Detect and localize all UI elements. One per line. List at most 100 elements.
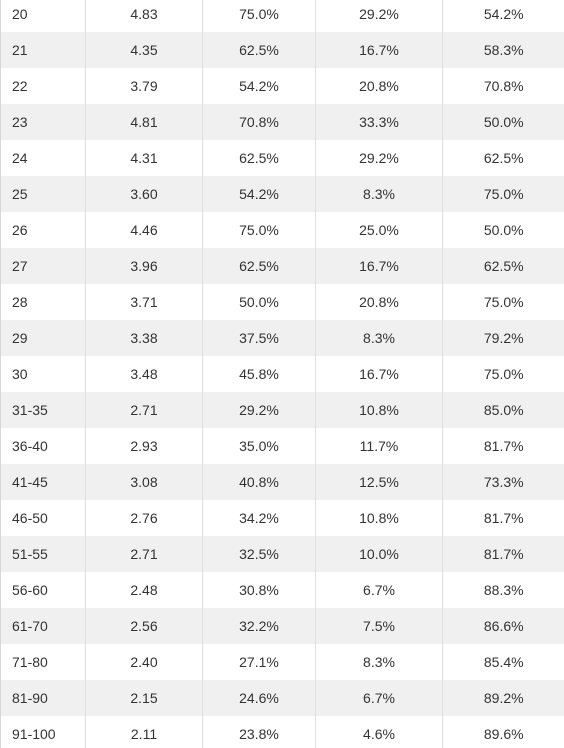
cell-col1: 2.48 xyxy=(85,572,203,608)
cell-col1: 2.93 xyxy=(85,428,203,464)
cell-col2: 75.0% xyxy=(202,212,316,248)
cell-col4: 50.0% xyxy=(442,212,564,248)
cell-col1: 4.81 xyxy=(85,104,203,140)
cell-col3: 12.5% xyxy=(315,464,443,500)
cell-col2: 35.0% xyxy=(202,428,316,464)
cell-col2: 50.0% xyxy=(202,284,316,320)
cell-col2: 54.2% xyxy=(202,68,316,104)
table-row: 51-55 2.71 32.5% 10.0% 81.7% xyxy=(0,536,564,572)
cell-col1: 2.11 xyxy=(85,716,203,748)
cell-col3: 20.8% xyxy=(315,68,443,104)
cell-col4: 50.0% xyxy=(442,104,564,140)
cell-col3: 11.7% xyxy=(315,428,443,464)
cell-col4: 75.0% xyxy=(442,176,564,212)
cell-col4: 58.3% xyxy=(442,32,564,68)
cell-col3: 7.5% xyxy=(315,608,443,644)
cell-col4: 62.5% xyxy=(442,140,564,176)
cell-col3: 29.2% xyxy=(315,0,443,32)
cell-label: 31-35 xyxy=(0,392,86,428)
cell-label: 81-90 xyxy=(0,680,86,716)
cell-col1: 3.48 xyxy=(85,356,203,392)
cell-col1: 3.96 xyxy=(85,248,203,284)
cell-label: 61-70 xyxy=(0,608,86,644)
cell-col2: 29.2% xyxy=(202,392,316,428)
cell-col3: 10.8% xyxy=(315,500,443,536)
cell-col3: 10.8% xyxy=(315,392,443,428)
table-row: 36-40 2.93 35.0% 11.7% 81.7% xyxy=(0,428,564,464)
cell-col1: 2.56 xyxy=(85,608,203,644)
table-row: 56-60 2.48 30.8% 6.7% 88.3% xyxy=(0,572,564,608)
cell-col3: 6.7% xyxy=(315,572,443,608)
cell-label: 28 xyxy=(0,284,86,320)
cell-col2: 24.6% xyxy=(202,680,316,716)
cell-col2: 23.8% xyxy=(202,716,316,748)
cell-col2: 75.0% xyxy=(202,0,316,32)
cell-col1: 3.79 xyxy=(85,68,203,104)
cell-col1: 3.08 xyxy=(85,464,203,500)
cell-label: 23 xyxy=(0,104,86,140)
table-row: 20 4.83 75.0% 29.2% 54.2% xyxy=(0,0,564,32)
cell-col3: 20.8% xyxy=(315,284,443,320)
cell-label: 20 xyxy=(0,0,86,32)
cell-col4: 89.6% xyxy=(442,716,564,748)
cell-label: 56-60 xyxy=(0,572,86,608)
cell-col3: 6.7% xyxy=(315,680,443,716)
cell-col4: 75.0% xyxy=(442,284,564,320)
cell-label: 26 xyxy=(0,212,86,248)
table-row: 81-90 2.15 24.6% 6.7% 89.2% xyxy=(0,680,564,716)
cell-label: 30 xyxy=(0,356,86,392)
cell-label: 29 xyxy=(0,320,86,356)
table-row: 91-100 2.11 23.8% 4.6% 89.6% xyxy=(0,716,564,748)
cell-label: 41-45 xyxy=(0,464,86,500)
table-row: 31-35 2.71 29.2% 10.8% 85.0% xyxy=(0,392,564,428)
cell-col3: 8.3% xyxy=(315,320,443,356)
cell-col2: 27.1% xyxy=(202,644,316,680)
table-row: 30 3.48 45.8% 16.7% 75.0% xyxy=(0,356,564,392)
cell-col1: 2.76 xyxy=(85,500,203,536)
cell-col4: 85.0% xyxy=(442,392,564,428)
cell-col2: 62.5% xyxy=(202,140,316,176)
cell-col3: 16.7% xyxy=(315,32,443,68)
cell-col2: 32.5% xyxy=(202,536,316,572)
cell-col3: 16.7% xyxy=(315,356,443,392)
cell-col4: 81.7% xyxy=(442,428,564,464)
cell-label: 46-50 xyxy=(0,500,86,536)
cell-col4: 86.6% xyxy=(442,608,564,644)
cell-col4: 70.8% xyxy=(442,68,564,104)
cell-col4: 81.7% xyxy=(442,500,564,536)
cell-col3: 25.0% xyxy=(315,212,443,248)
cell-label: 21 xyxy=(0,32,86,68)
cell-col4: 73.3% xyxy=(442,464,564,500)
cell-col2: 34.2% xyxy=(202,500,316,536)
table-row: 26 4.46 75.0% 25.0% 50.0% xyxy=(0,212,564,248)
cell-col2: 62.5% xyxy=(202,32,316,68)
cell-col3: 10.0% xyxy=(315,536,443,572)
cell-col1: 2.71 xyxy=(85,536,203,572)
cell-col3: 33.3% xyxy=(315,104,443,140)
cell-col1: 4.83 xyxy=(85,0,203,32)
cell-col4: 79.2% xyxy=(442,320,564,356)
cell-label: 91-100 xyxy=(0,716,86,748)
table-row: 46-50 2.76 34.2% 10.8% 81.7% xyxy=(0,500,564,536)
cell-label: 22 xyxy=(0,68,86,104)
cell-col1: 3.38 xyxy=(85,320,203,356)
cell-col2: 32.2% xyxy=(202,608,316,644)
table-row: 61-70 2.56 32.2% 7.5% 86.6% xyxy=(0,608,564,644)
cell-col3: 4.6% xyxy=(315,716,443,748)
cell-col2: 40.8% xyxy=(202,464,316,500)
cell-col4: 75.0% xyxy=(442,356,564,392)
cell-col2: 37.5% xyxy=(202,320,316,356)
table-row: 23 4.81 70.8% 33.3% 50.0% xyxy=(0,104,564,140)
cell-col4: 89.2% xyxy=(442,680,564,716)
cell-col3: 16.7% xyxy=(315,248,443,284)
cell-col2: 62.5% xyxy=(202,248,316,284)
cell-col4: 54.2% xyxy=(442,0,564,32)
cell-col3: 8.3% xyxy=(315,644,443,680)
cell-label: 51-55 xyxy=(0,536,86,572)
table-row: 21 4.35 62.5% 16.7% 58.3% xyxy=(0,32,564,68)
cell-label: 27 xyxy=(0,248,86,284)
table-row: 27 3.96 62.5% 16.7% 62.5% xyxy=(0,248,564,284)
table-row: 25 3.60 54.2% 8.3% 75.0% xyxy=(0,176,564,212)
